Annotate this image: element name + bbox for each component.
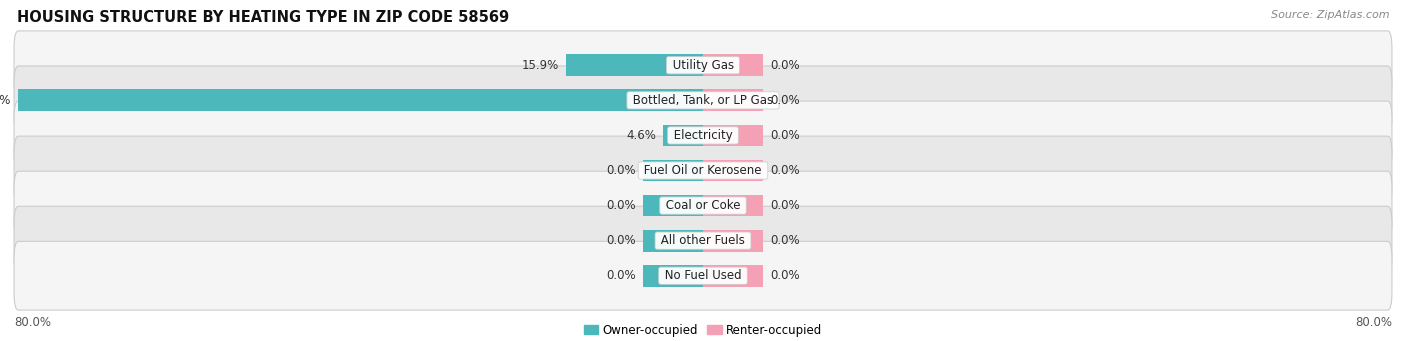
FancyBboxPatch shape xyxy=(14,66,1392,135)
Text: 0.0%: 0.0% xyxy=(606,199,636,212)
FancyBboxPatch shape xyxy=(14,171,1392,240)
Text: 0.0%: 0.0% xyxy=(770,94,800,107)
Text: Bottled, Tank, or LP Gas: Bottled, Tank, or LP Gas xyxy=(628,94,778,107)
Bar xyxy=(703,160,763,181)
Bar xyxy=(643,265,703,286)
Bar xyxy=(567,55,703,76)
Legend: Owner-occupied, Renter-occupied: Owner-occupied, Renter-occupied xyxy=(579,319,827,341)
Text: 0.0%: 0.0% xyxy=(770,234,800,247)
Text: 0.0%: 0.0% xyxy=(770,269,800,282)
Text: 0.0%: 0.0% xyxy=(606,269,636,282)
FancyBboxPatch shape xyxy=(14,101,1392,170)
Text: 15.9%: 15.9% xyxy=(522,59,560,72)
Text: 4.6%: 4.6% xyxy=(627,129,657,142)
Text: Coal or Coke: Coal or Coke xyxy=(662,199,744,212)
Bar xyxy=(703,230,763,252)
FancyBboxPatch shape xyxy=(14,206,1392,275)
Text: 0.0%: 0.0% xyxy=(770,129,800,142)
Bar xyxy=(703,195,763,217)
Bar xyxy=(703,124,763,146)
Text: Utility Gas: Utility Gas xyxy=(669,59,737,72)
Bar xyxy=(17,89,703,111)
Bar xyxy=(643,230,703,252)
Text: 80.0%: 80.0% xyxy=(1355,316,1392,329)
Bar xyxy=(643,160,703,181)
Text: 0.0%: 0.0% xyxy=(770,199,800,212)
Text: No Fuel Used: No Fuel Used xyxy=(661,269,745,282)
Text: Source: ZipAtlas.com: Source: ZipAtlas.com xyxy=(1271,10,1389,20)
Text: 0.0%: 0.0% xyxy=(606,234,636,247)
Text: 0.0%: 0.0% xyxy=(606,164,636,177)
Bar xyxy=(703,265,763,286)
Text: HOUSING STRUCTURE BY HEATING TYPE IN ZIP CODE 58569: HOUSING STRUCTURE BY HEATING TYPE IN ZIP… xyxy=(17,10,509,25)
Bar xyxy=(643,195,703,217)
FancyBboxPatch shape xyxy=(14,31,1392,100)
FancyBboxPatch shape xyxy=(14,241,1392,310)
Text: All other Fuels: All other Fuels xyxy=(657,234,749,247)
Bar xyxy=(703,55,763,76)
Bar xyxy=(703,89,763,111)
Text: Fuel Oil or Kerosene: Fuel Oil or Kerosene xyxy=(640,164,766,177)
Text: Electricity: Electricity xyxy=(669,129,737,142)
Bar xyxy=(664,124,703,146)
Text: 0.0%: 0.0% xyxy=(770,59,800,72)
Text: 79.6%: 79.6% xyxy=(0,94,11,107)
Text: 80.0%: 80.0% xyxy=(14,316,51,329)
Text: 0.0%: 0.0% xyxy=(770,164,800,177)
FancyBboxPatch shape xyxy=(14,136,1392,205)
